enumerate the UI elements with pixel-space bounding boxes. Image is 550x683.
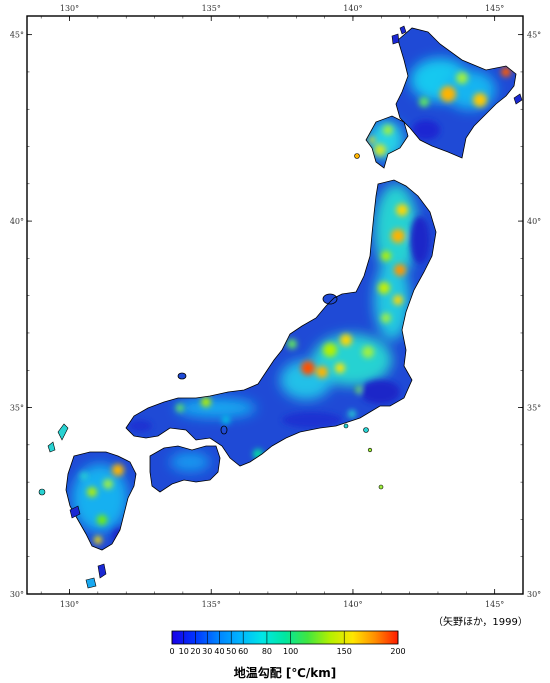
lat-label-left: 30°	[10, 590, 24, 599]
lat-label-right: 30°	[527, 590, 541, 599]
colorbar: 0 10 20 30 40 50 60 80 100 150 200	[169, 630, 406, 656]
citation: （矢野ほか，1999）	[433, 615, 528, 628]
colorbar-tick-label: 40	[214, 647, 224, 656]
graticule-ticks: 130° 130° 135° 135° 140° 140° 145° 145° 45° 45° 40…	[10, 4, 541, 609]
lon-label-top: 135°	[202, 4, 221, 13]
lat-label-right: 35°	[527, 404, 541, 413]
coastlines	[65, 27, 517, 551]
colorbar-tick-label: 80	[262, 647, 272, 656]
lat-label-right: 40°	[527, 217, 541, 226]
colorbar-tick-label: 20	[190, 647, 200, 656]
colorbar-title: 地温勾配 [℃/km]	[234, 665, 337, 680]
lat-label-left: 35°	[10, 404, 24, 413]
colorbar-tick-label: 100	[283, 647, 298, 656]
lat-label-left: 45°	[10, 31, 24, 40]
colorbar-tick-label: 200	[390, 647, 405, 656]
colorbar-tick-label: 150	[337, 647, 352, 656]
lon-label-top: 145°	[485, 4, 504, 13]
lon-label-top: 130°	[60, 4, 79, 13]
lat-label-right: 45°	[527, 31, 541, 40]
colorbar-tick-label: 30	[202, 647, 212, 656]
lon-label-bottom: 135°	[202, 600, 221, 609]
small-islands	[38, 25, 523, 589]
colorbar-tick-label: 50	[226, 647, 236, 656]
colorbar-tick-label: 10	[179, 647, 189, 656]
lat-label-left: 40°	[10, 217, 24, 226]
colorbar-tick-label: 60	[238, 647, 248, 656]
colorbar-swatch	[171, 630, 399, 645]
colorbar-tick-label: 0	[169, 647, 174, 656]
lon-label-top: 140°	[343, 4, 362, 13]
lon-label-bottom: 140°	[343, 600, 362, 609]
lon-label-bottom: 130°	[60, 600, 79, 609]
lon-label-bottom: 145°	[485, 600, 504, 609]
